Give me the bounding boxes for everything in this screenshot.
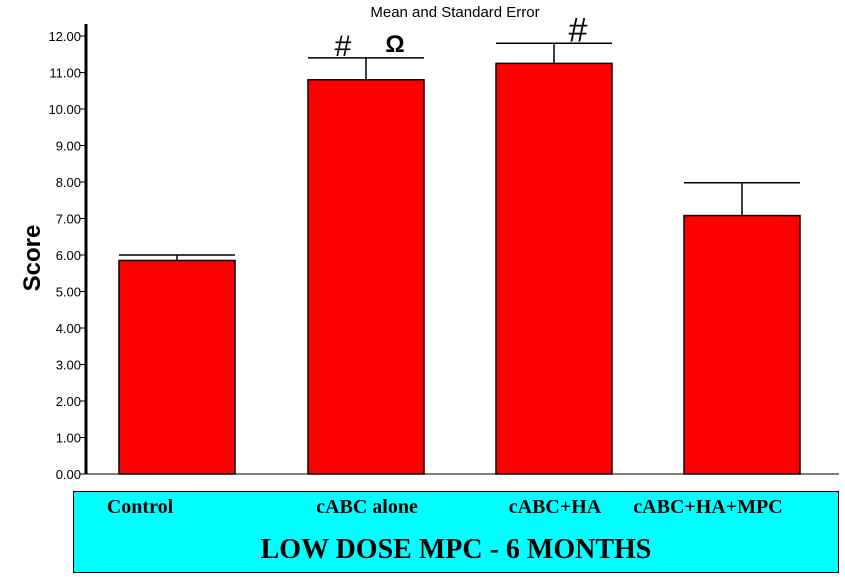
- y-axis-label: Score: [19, 225, 46, 292]
- x-axis-title: LOW DOSE MPC - 6 MONTHS: [74, 534, 838, 566]
- bar: [308, 80, 424, 474]
- y-tick-label: 7.00: [56, 212, 81, 227]
- bar: [684, 216, 800, 474]
- y-tick-label: 11.00: [49, 66, 81, 81]
- bar: [119, 260, 235, 474]
- x-tick-label: cABC+HA: [509, 496, 602, 519]
- y-tick-label: 12.00: [48, 29, 81, 44]
- x-tick-label: Control: [107, 496, 173, 519]
- y-tick-label: 4.00: [56, 321, 81, 336]
- significance-hash: #: [569, 11, 588, 49]
- significance-hash: #: [335, 30, 352, 63]
- bars-group: [119, 63, 800, 474]
- chart-title: Mean and Standard Error: [370, 4, 539, 21]
- y-tick-label: 0.00: [56, 467, 81, 482]
- x-tick-label: cAB​C alone: [316, 496, 418, 519]
- y-tick-label: 6.00: [56, 248, 81, 263]
- y-tick-label: 3.00: [56, 358, 81, 373]
- x-tick-label: cABC+HA+MPC: [633, 496, 782, 519]
- y-tick-label: 10.00: [48, 102, 81, 117]
- bar-chart: 0.00 1.00 2.00 3.00 4.00 5.00 6.00 7.00 8.00 9.00…: [0, 0, 845, 491]
- y-tick-label: 1.00: [56, 431, 81, 446]
- y-tick-label: 5.00: [56, 285, 81, 300]
- significance-omega: Ω: [385, 31, 404, 58]
- bar: [496, 63, 612, 474]
- y-tick-label: 9.00: [56, 139, 81, 154]
- category-panel: Control cAB​C alone cABC+HA cABC+HA+MPC LOW…: [73, 491, 839, 573]
- y-tick-label: 2.00: [56, 394, 81, 409]
- y-tick-label: 8.00: [56, 175, 81, 190]
